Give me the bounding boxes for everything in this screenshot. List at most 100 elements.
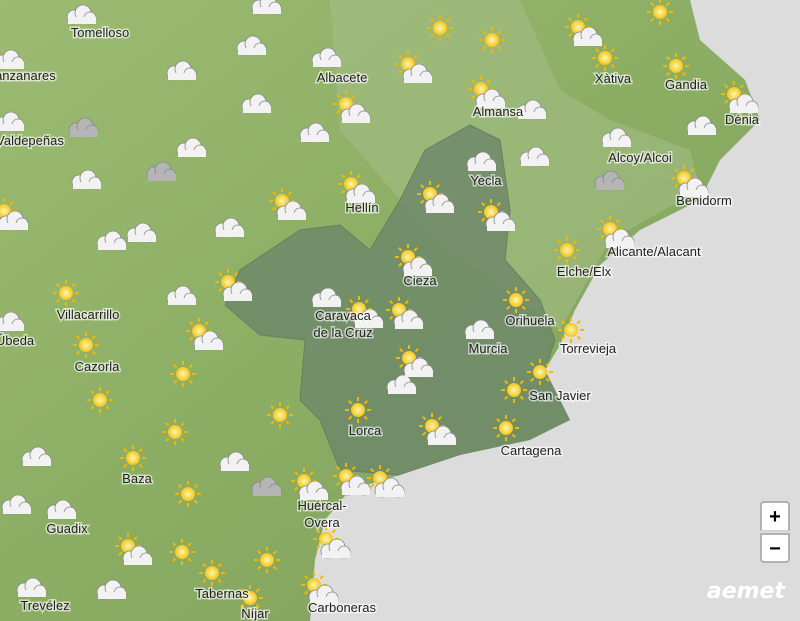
place-label-line: Elche/Elx	[557, 264, 612, 279]
cloud-base	[128, 235, 156, 242]
place-label: Hellín	[345, 200, 378, 215]
place-label-line: Albacete	[317, 70, 368, 85]
sun-ray	[724, 84, 729, 89]
sun-ray	[165, 437, 170, 442]
weather-icon	[311, 47, 342, 68]
sun-ray	[557, 255, 562, 260]
place-label: San Javier	[529, 388, 591, 403]
sun-disc	[168, 425, 182, 439]
sun-ray	[572, 255, 577, 260]
sun-ray	[530, 362, 535, 367]
weather-icon	[66, 4, 97, 25]
weather-icon	[87, 387, 113, 413]
sun-ray	[681, 56, 686, 61]
place-label: Carboneras	[308, 600, 376, 615]
cloud-base	[238, 48, 266, 55]
sun-ray	[724, 99, 729, 104]
place-label: Alcoy/Alcoi	[608, 150, 672, 165]
weather-icon	[166, 285, 197, 306]
cloud-base	[301, 135, 329, 142]
place-label: Xàtiva	[595, 71, 632, 86]
place-label-line: Alicante/Alacant	[607, 244, 701, 259]
sun-disc	[275, 194, 289, 208]
place-label-line: Úbeda	[0, 333, 35, 348]
cloud-base	[313, 300, 341, 307]
weather-icon	[419, 413, 457, 446]
weather-icon	[162, 419, 188, 445]
sun-ray	[172, 542, 177, 547]
sun-ray	[363, 400, 368, 405]
sun-ray	[561, 320, 566, 325]
weather-icon	[0, 198, 29, 231]
cloud-base	[0, 223, 28, 230]
sun-ray	[681, 71, 686, 76]
sun-ray	[180, 437, 185, 442]
logo: aemet	[707, 579, 787, 604]
cloud-base	[300, 493, 328, 500]
sun-disc	[273, 408, 287, 422]
sun-ray	[568, 17, 573, 22]
sun-ray	[674, 168, 679, 173]
sun-ray	[285, 420, 290, 425]
sun-ray	[437, 416, 442, 421]
sun-disc	[669, 59, 683, 73]
place-label: Villacarrillo	[57, 307, 120, 322]
weather-icon	[479, 27, 505, 53]
zoom-out[interactable]: −	[760, 533, 790, 563]
weather-icon	[146, 161, 177, 182]
sun-ray	[217, 578, 222, 583]
sun-disc	[339, 469, 353, 483]
sun-ray	[389, 315, 394, 320]
place-label-line: Torrevieja	[560, 341, 617, 356]
zoom-in[interactable]: +	[760, 501, 790, 531]
cloud-base	[468, 164, 496, 171]
sun-ray	[422, 431, 427, 436]
cloud-base	[606, 241, 634, 248]
cloud-base	[388, 387, 416, 394]
sun-ray	[304, 590, 309, 595]
sun-ray	[496, 202, 501, 207]
place-label-line: Huércal-	[297, 498, 346, 513]
place-label: Cieza	[403, 273, 437, 288]
weather-icon	[671, 165, 709, 198]
sun-ray	[202, 578, 207, 583]
sun-ray	[56, 298, 61, 303]
cloud-base	[428, 438, 456, 445]
sun-ray	[341, 189, 346, 194]
sun-ray	[316, 529, 321, 534]
sun-ray	[385, 468, 390, 473]
sun-ray	[240, 588, 245, 593]
place-label: Elche/Elx	[557, 264, 612, 279]
sun-ray	[218, 287, 223, 292]
sun-ray	[351, 94, 356, 99]
sun-disc	[297, 474, 311, 488]
sun-ray	[650, 17, 655, 22]
sun-disc	[433, 21, 447, 35]
sun-ray	[689, 168, 694, 173]
weather-icon	[396, 345, 434, 378]
weather-icon	[199, 560, 225, 586]
weather-icon	[68, 117, 99, 138]
cloud-base	[148, 174, 176, 181]
weather-icon	[346, 296, 384, 329]
sun-ray	[497, 30, 502, 35]
sun-ray	[187, 557, 192, 562]
sun-ray	[309, 471, 314, 476]
sun-ray	[133, 536, 138, 541]
cloud-base	[347, 196, 375, 203]
sun-ray	[568, 32, 573, 37]
sun-ray	[497, 45, 502, 50]
place-label-line: Overa	[304, 515, 340, 530]
place-label: Caravaca de la Cruz	[313, 308, 372, 340]
sun-ray	[519, 380, 524, 385]
weather-icon	[186, 318, 224, 351]
place-label: Guadix	[46, 521, 88, 536]
sun-ray	[445, 33, 450, 38]
weather-icon	[0, 49, 25, 70]
sun-disc	[221, 275, 235, 289]
cloud-base	[18, 590, 46, 597]
weather-icon	[386, 374, 417, 395]
sun-ray	[521, 305, 526, 310]
cloud-base	[518, 112, 546, 119]
sun-ray	[600, 234, 605, 239]
